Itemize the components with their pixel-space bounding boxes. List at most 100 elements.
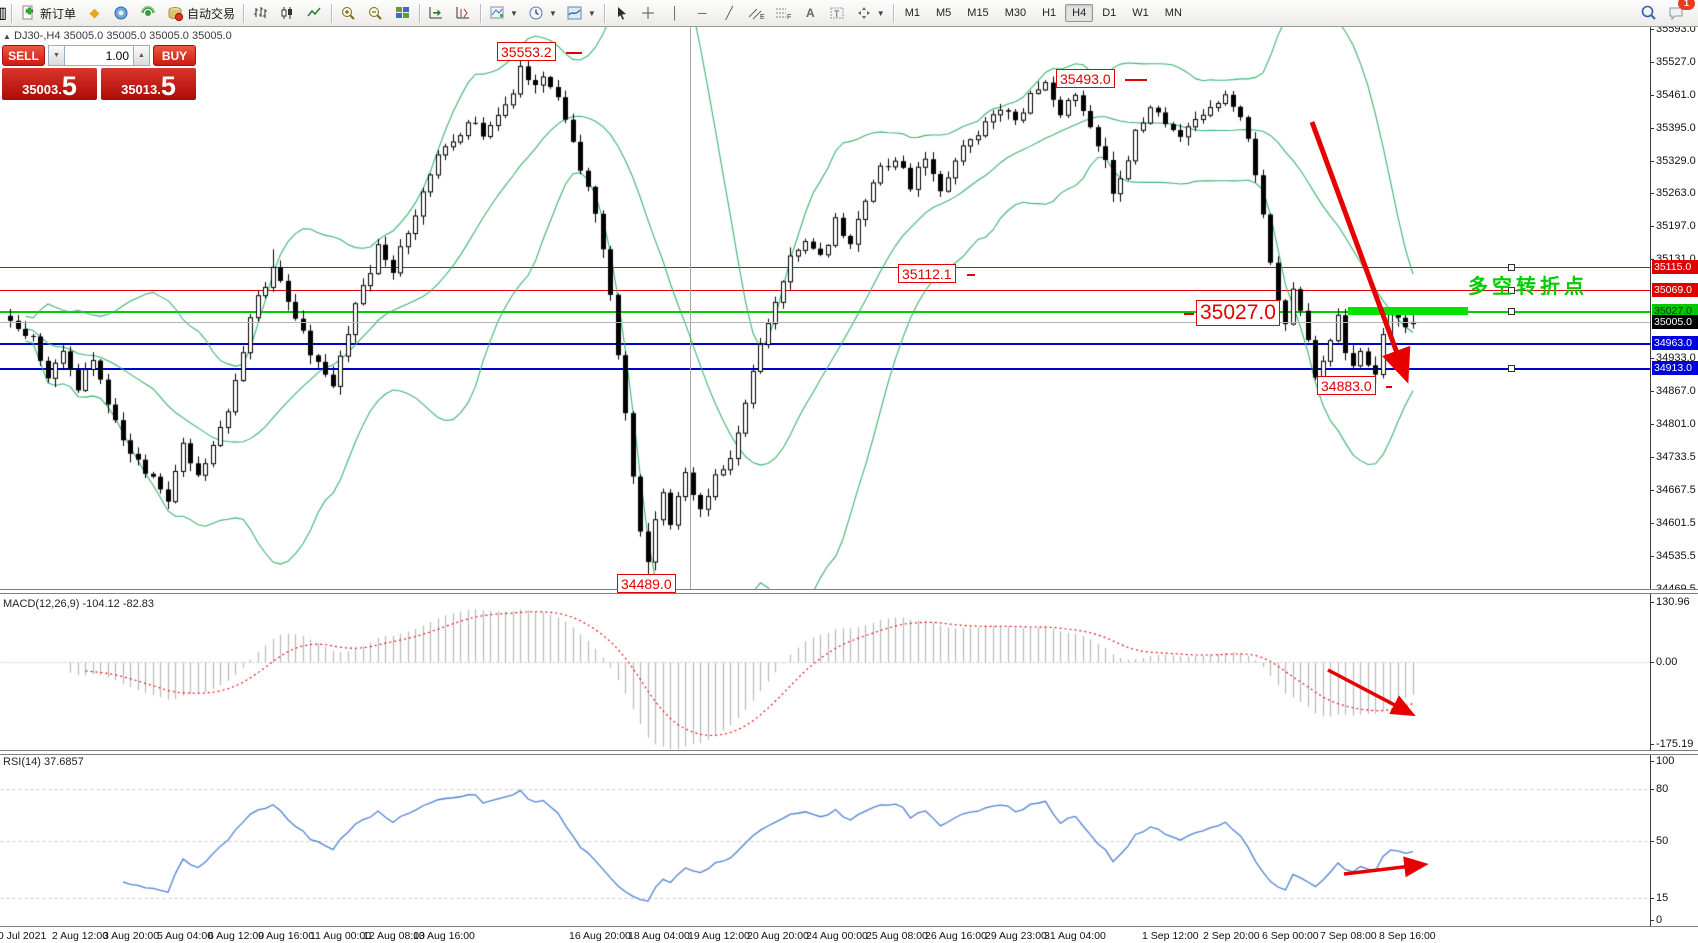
chart-window-icon[interactable]: ▥ [0,5,8,22]
data-window-icon[interactable] [109,5,134,21]
chart-shift-icon[interactable] [451,5,476,21]
indicators-button[interactable]: ▼ [485,3,522,23]
axis-tick-label: 15 [1656,892,1669,904]
navigator-icon[interactable] [136,5,161,21]
vertical-line-tool-icon[interactable]: │ [671,6,680,20]
shapes-button[interactable]: ▼ [852,3,889,23]
new-order-button[interactable]: 新订单 [16,3,80,23]
price-badge-35069.0: 35069.0 [1652,283,1698,297]
axis-tick-mark [1650,761,1654,762]
zoom-in-icon[interactable] [336,5,361,21]
axis-tick-label: 34867.0 [1656,385,1696,397]
price-badge-34913.0: 34913.0 [1652,361,1698,375]
buy-button[interactable]: BUY [153,45,196,66]
timeframe-button-m30[interactable]: M30 [1004,7,1027,19]
price-label-35493.0[interactable]: 35493.0 [1056,69,1115,88]
fibonacci-tool-icon[interactable]: F [771,5,796,21]
price-axis-border [1650,27,1651,927]
market-watch-icon[interactable]: ◆ [89,5,100,20]
timeframe-button-w1[interactable]: W1 [1132,7,1149,19]
buy-price-display[interactable]: 35013. 5 [101,68,196,100]
zoom-out-icon[interactable] [363,5,388,21]
text-tool-icon[interactable]: A [805,6,815,20]
template-icon [567,5,584,21]
volume-increase-button[interactable]: ▲ [133,45,150,66]
price-label-tail [1184,313,1194,315]
ohlc-expand-arrow[interactable]: ▲ [3,32,11,41]
rsi-panel-separator[interactable] [0,750,1698,755]
symbol-ohlc-header: DJ30-,H4 35005.0 35005.0 35005.0 35005.0 [14,30,232,42]
axis-tick-label: 0 [1656,914,1663,926]
timeframe-bar: M1 M5 M15 M30 H1 H4 D1 W1 MN [897,4,1190,22]
sell-button[interactable]: SELL [2,45,45,66]
price-label-tail [966,274,975,276]
axis-tick-mark [1650,259,1654,260]
line-handle[interactable] [1508,264,1515,271]
autotrading-button[interactable]: 自动交易 [163,3,239,23]
notifications-button[interactable]: 1 [1663,0,1695,23]
dropdown-caret-icon: ▼ [548,8,557,18]
axis-tick-label: 35395.0 [1656,122,1696,134]
line-handle[interactable] [1508,308,1515,315]
timeframe-button-m15[interactable]: M15 [967,7,989,19]
macd-panel-separator[interactable] [0,589,1698,594]
axis-tick-mark [1650,358,1654,359]
green-highlight-zone[interactable] [1348,307,1468,315]
timeframe-button-m5[interactable]: M5 [936,7,952,19]
timeframe-button-m1[interactable]: M1 [904,7,920,19]
timeframe-button-h4[interactable]: H4 [1065,4,1094,22]
line-handle[interactable] [1508,287,1515,294]
time-axis-label: 2 Sep 20:00 [1203,930,1260,942]
timeframe-button-mn[interactable]: MN [1164,7,1182,19]
equidistant-channel-tool-icon[interactable]: E [744,5,769,21]
volume-decrease-button[interactable]: ▼ [48,45,65,66]
period-button[interactable]: ▼ [524,3,561,23]
price-label-34883.0[interactable]: 34883.0 [1317,376,1376,395]
pivot-annotation-text[interactable]: 多空转折点 [1468,276,1588,298]
new-order-icon [20,5,37,21]
rsi-indicator-chart[interactable] [0,754,1650,927]
axis-tick-mark [1650,29,1654,30]
search-icon[interactable] [1636,5,1661,21]
trendline-tool-icon[interactable]: ╱ [725,6,733,20]
axis-tick-mark [1650,490,1654,491]
axis-tick-mark [1650,95,1654,96]
axis-tick-mark [1650,226,1654,227]
current-price-line [0,322,1650,323]
macd-indicator-chart[interactable] [0,593,1650,751]
time-axis-label: 20 Aug 20:00 [747,930,809,942]
arrows-shapes-icon [856,5,873,21]
text-label-tool-icon[interactable]: T [825,5,850,21]
time-axis-label: 2 Aug 12:00 [52,930,109,942]
auto-scroll-icon[interactable] [424,5,449,21]
line-chart-icon[interactable] [302,5,327,21]
axis-tick-label: 34535.5 [1656,550,1696,562]
time-axis-label: 31 Aug 04:00 [1044,930,1106,942]
price-label-35112.1[interactable]: 35112.1 [898,264,956,283]
axis-tick-label: 34733.5 [1656,451,1696,463]
crosshair-tool-icon[interactable] [636,5,661,21]
bar-chart-icon[interactable] [248,5,273,21]
tile-windows-icon[interactable] [390,5,415,21]
sell-price-pip: 5 [61,71,77,101]
line-handle[interactable] [1508,365,1515,372]
price-label-35027.0[interactable]: 35027.0 [1196,300,1280,326]
time-axis-label: 1 Sep 12:00 [1142,930,1199,942]
toolbar-separator [480,3,482,23]
volume-input[interactable]: 1.00 [65,45,133,66]
timeframe-button-d1[interactable]: D1 [1102,7,1117,19]
sell-price-display[interactable]: 35003. 5 [2,68,97,100]
templates-button[interactable]: ▼ [563,3,600,23]
cursor-tool-icon[interactable] [609,5,634,21]
time-axis[interactable]: 30 Jul 2021 2 Aug 12:003 Aug 20:005 Aug 0… [0,928,1698,943]
horizontal-line-tool-icon[interactable]: ─ [698,6,707,20]
price-label-34489.0[interactable]: 34489.0 [617,574,676,593]
price-label-35553.2[interactable]: 35553.2 [497,42,556,61]
candlestick-chart-icon[interactable] [275,5,300,21]
axis-tick-label: 80 [1656,783,1669,795]
buy-price-pip: 5 [160,71,176,101]
timeframe-button-h1[interactable]: H1 [1042,7,1057,19]
axis-tick-mark [1650,128,1654,129]
time-axis-label: 3 Aug 20:00 [103,930,160,942]
